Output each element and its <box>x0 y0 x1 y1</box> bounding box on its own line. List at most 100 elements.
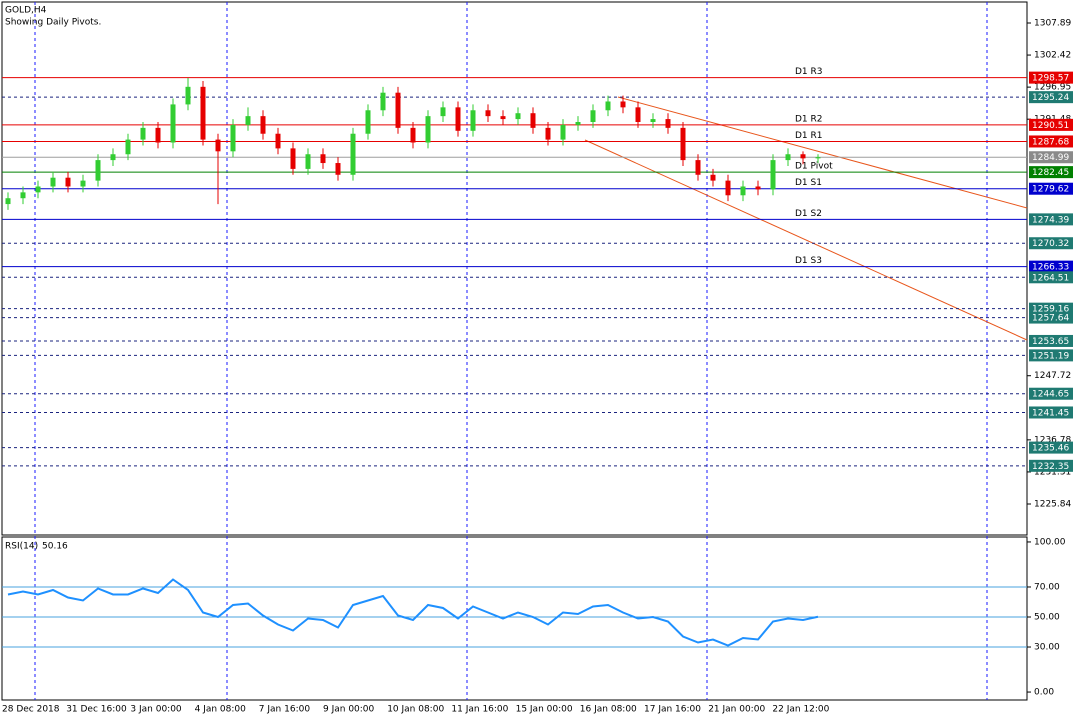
candle-body <box>650 119 656 123</box>
level-box <box>1029 91 1073 104</box>
level-name: D1 S2 <box>795 209 822 219</box>
price-panel <box>1 1 1028 536</box>
trend-line <box>617 96 1028 209</box>
level-box <box>1029 237 1073 250</box>
level-box <box>1029 260 1073 273</box>
y-tick-label: 1225.84 <box>1034 499 1071 509</box>
level-box <box>1029 213 1073 226</box>
candle-body <box>290 148 296 169</box>
level-value: 1264.51 <box>1032 273 1069 283</box>
vertical-grid <box>34 2 988 700</box>
candle-body <box>500 116 506 120</box>
candle-body <box>320 154 326 164</box>
candle-body <box>245 116 251 125</box>
x-tick-label: 31 Dec 16:00 <box>66 705 127 715</box>
candle-body <box>605 101 611 111</box>
candle-body <box>335 163 341 175</box>
level-box <box>1029 151 1073 164</box>
candle-body <box>620 101 626 108</box>
candle-body <box>680 127 686 161</box>
rsi-y-tick-label: 70.00 <box>1034 582 1060 592</box>
rsi-current: 50.16 <box>42 542 68 552</box>
chart-title: GOLD,H4 <box>5 6 47 16</box>
level-value: 1295.24 <box>1032 93 1069 103</box>
candle-body <box>755 186 761 190</box>
rsi-y-tick-label: 100.00 <box>1034 537 1066 547</box>
rsi-y-tick-label: 0.00 <box>1034 688 1054 698</box>
x-tick-label: 7 Jan 16:00 <box>259 705 311 715</box>
level-value: 1241.45 <box>1032 408 1069 418</box>
candle-body <box>380 92 386 111</box>
candle-body <box>800 154 806 159</box>
candle-body <box>440 107 446 117</box>
y-tick-label: 1296.95 <box>1034 83 1071 93</box>
level-value: 1290.51 <box>1032 121 1069 131</box>
candle-body <box>470 110 476 131</box>
candle-body <box>560 124 566 140</box>
level-value: 1270.32 <box>1032 239 1069 249</box>
level-box <box>1029 182 1073 195</box>
y-tick-label: 1307.89 <box>1034 18 1071 28</box>
candle-body <box>5 198 11 205</box>
y-tick-label: 1231.31 <box>1034 467 1071 477</box>
level-box <box>1029 441 1073 454</box>
y-tick-label: 1302.42 <box>1034 51 1071 61</box>
candle-body <box>230 124 236 152</box>
candle-body <box>725 180 731 196</box>
level-value: 1284.99 <box>1032 153 1069 163</box>
level-value: 1298.57 <box>1032 74 1069 84</box>
level-box <box>1029 334 1073 347</box>
candle-body <box>365 110 371 134</box>
level-box <box>1029 166 1073 179</box>
candle-body <box>200 86 206 140</box>
candle-body <box>665 119 671 128</box>
level-box <box>1029 406 1073 419</box>
candle-body <box>410 127 416 143</box>
candle-body <box>785 154 791 161</box>
level-value: 1232.35 <box>1032 462 1069 472</box>
candle-body <box>185 86 191 105</box>
candle-body <box>305 154 311 169</box>
level-value: 1235.46 <box>1032 444 1069 454</box>
level-box <box>1029 118 1073 131</box>
x-tick-label: 3 Jan 00:00 <box>130 705 182 715</box>
candle-body <box>485 110 491 117</box>
candle-body <box>545 127 551 140</box>
candle-body <box>710 174 716 181</box>
level-value: 1259.16 <box>1032 305 1069 315</box>
level-name: D1 Pivot <box>795 162 833 172</box>
rsi-y-tick-label: 30.00 <box>1034 643 1060 653</box>
level-value: 1266.33 <box>1032 263 1069 273</box>
level-box <box>1029 387 1073 400</box>
candle-body <box>155 127 161 143</box>
candle-body <box>350 133 356 175</box>
chart-subtitle: Showing Daily Pivots. <box>5 18 101 28</box>
y-tick-label: 1247.72 <box>1034 371 1071 381</box>
candle-body <box>395 92 401 128</box>
candle-body <box>590 110 596 123</box>
plot-layer: 1307.891302.421296.951291.481247.721236.… <box>2 18 1073 715</box>
level-value: 1251.19 <box>1032 351 1069 361</box>
level-name: D1 S3 <box>795 256 822 266</box>
x-tick-label: 16 Jan 08:00 <box>580 705 637 715</box>
rsi-name: RSI(14) <box>5 542 38 552</box>
candle-body <box>695 160 701 175</box>
candle-body <box>110 154 116 161</box>
level-value: 1253.65 <box>1032 337 1069 347</box>
level-box <box>1029 71 1073 84</box>
candle-body <box>515 113 521 120</box>
level-value: 1282.45 <box>1032 168 1069 178</box>
level-value: 1274.39 <box>1032 215 1069 225</box>
level-box <box>1029 459 1073 472</box>
candle-body <box>35 186 41 193</box>
level-box <box>1029 135 1073 148</box>
rsi-y-tick-label: 50.00 <box>1034 612 1060 622</box>
candle-body <box>635 107 641 123</box>
level-box <box>1029 349 1073 362</box>
x-tick-label: 11 Jan 16:00 <box>451 705 508 715</box>
candle-body <box>170 104 176 143</box>
rsi-line <box>7 578 819 647</box>
candle-body <box>125 139 131 155</box>
